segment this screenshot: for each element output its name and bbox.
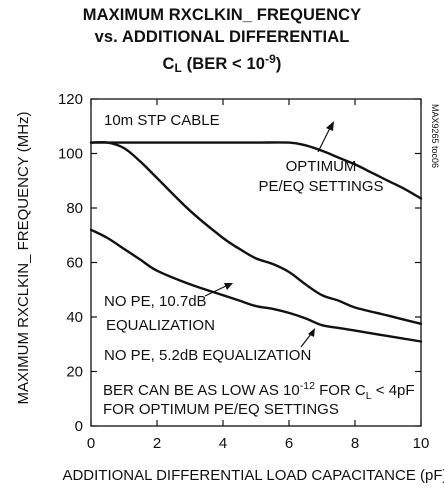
y-tick-label: 0 xyxy=(75,418,83,435)
x-tick-label: 0 xyxy=(87,435,95,452)
optimum-leader-line xyxy=(317,127,331,153)
x-tick-label: 4 xyxy=(219,435,227,452)
x-tick-label: 10 xyxy=(413,435,430,452)
nope107-leader-line xyxy=(204,285,227,297)
tick-marks xyxy=(90,98,422,427)
ber-note-text-c: < 4pF xyxy=(372,382,415,399)
ber-note-line-2: FOR OPTIMUM PE/EQ SETTINGS xyxy=(103,401,339,418)
y-axis-label: MAXIMUM RXCLKIN_ FREQUENCY (MHz) xyxy=(15,111,32,404)
axis-labels: ADDITIONAL DIFFERENTIAL LOAD CAPACITANCE… xyxy=(15,91,444,484)
y-tick-label: 40 xyxy=(66,309,83,326)
series-lines xyxy=(89,141,423,343)
optimum-label-line-2: PE/EQ SETTINGS xyxy=(258,178,383,195)
ber-note-subscript: L xyxy=(366,390,372,402)
cable-label: 10m STP CABLE xyxy=(104,112,220,129)
ber-note-line-1: BER CAN BE AS LOW AS 10-12 FOR CL < 4pF xyxy=(103,380,415,402)
title-c: C xyxy=(162,55,175,73)
nope107-label-line-2: EQUALIZATION xyxy=(106,317,215,334)
x-tick-label: 2 xyxy=(153,435,161,452)
ber-note-exponent: -12 xyxy=(300,380,315,392)
title-line-3: CL (BER < 10-9) xyxy=(0,48,444,79)
x-axis-label: ADDITIONAL DIFFERENTIAL LOAD CAPACITANCE… xyxy=(62,467,444,484)
nope52-leader-arrow xyxy=(308,328,315,337)
y-tick-label: 120 xyxy=(58,91,83,108)
axes xyxy=(90,98,422,427)
series-line-optimum xyxy=(89,141,423,200)
optimum-leader-arrow xyxy=(326,121,334,131)
title-ber-exponent: -9 xyxy=(265,52,276,66)
series-line-no-pe-5-2db xyxy=(89,228,423,343)
nope107-leader-arrow xyxy=(224,283,233,290)
y-tick-label: 60 xyxy=(66,255,83,272)
title-line-2: vs. ADDITIONAL DIFFERENTIAL xyxy=(94,28,350,46)
ber-note-text-a: BER CAN BE AS LOW AS 10 xyxy=(103,382,300,399)
nope52-label: NO PE, 5.2dB EQUALIZATION xyxy=(104,347,311,364)
plot-frame xyxy=(90,98,422,427)
title-close-paren: ) xyxy=(275,55,282,73)
title-line-1: MAXIMUM RXCLKIN_ FREQUENCY xyxy=(82,6,362,24)
title-ber: (BER < 10 xyxy=(181,55,266,73)
x-tick-label: 8 xyxy=(351,435,359,452)
series-line-no-pe-10-7db xyxy=(89,141,423,325)
nope107-label-line-1: NO PE, 10.7dB xyxy=(104,293,207,310)
y-tick-label: 80 xyxy=(66,200,83,217)
optimum-label-line-1: OPTIMUM xyxy=(286,158,357,175)
chart-title: MAXIMUM RXCLKIN_ FREQUENCY vs. ADDITIONA… xyxy=(0,4,444,79)
x-tick-label: 6 xyxy=(285,435,293,452)
y-tick-label: 20 xyxy=(66,364,83,381)
nope52-leader-line xyxy=(300,333,312,348)
y-tick-label: 100 xyxy=(58,146,83,163)
annotations: 10m STP CABLE OPTIMUM PE/EQ SETTINGS NO … xyxy=(103,104,440,418)
title-c-subscript: L xyxy=(174,61,182,75)
ber-note-text-b: FOR C xyxy=(315,382,366,399)
figure-code: MAX9265 toc06 xyxy=(430,104,440,168)
